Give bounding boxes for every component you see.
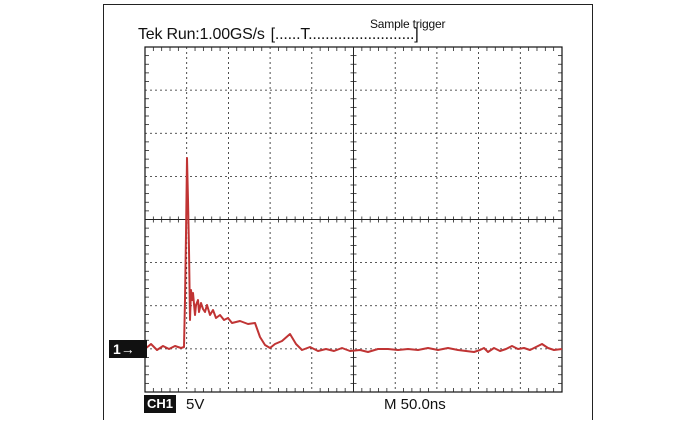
run-label: Tek Run: (138, 26, 200, 43)
scope-header: Tek Run:1.00GS/s [......T................… (138, 17, 445, 44)
sample-rate: 1.00GS/s (199, 26, 265, 43)
timebase-readout: M 50.0ns (384, 396, 446, 413)
graticule-ticks (145, 47, 562, 392)
volts-per-div: 5V (186, 396, 205, 413)
trigger-bracket: [......T.........................] (270, 26, 419, 43)
figure-frame (103, 4, 593, 420)
graticule-grid (145, 47, 562, 392)
trigger-mode: Sample trigger (370, 17, 446, 31)
ch1-waveform (144, 157, 563, 353)
ch1-badge: CH1 (144, 395, 177, 413)
ch1-ground-marker: 1→ (109, 340, 147, 358)
